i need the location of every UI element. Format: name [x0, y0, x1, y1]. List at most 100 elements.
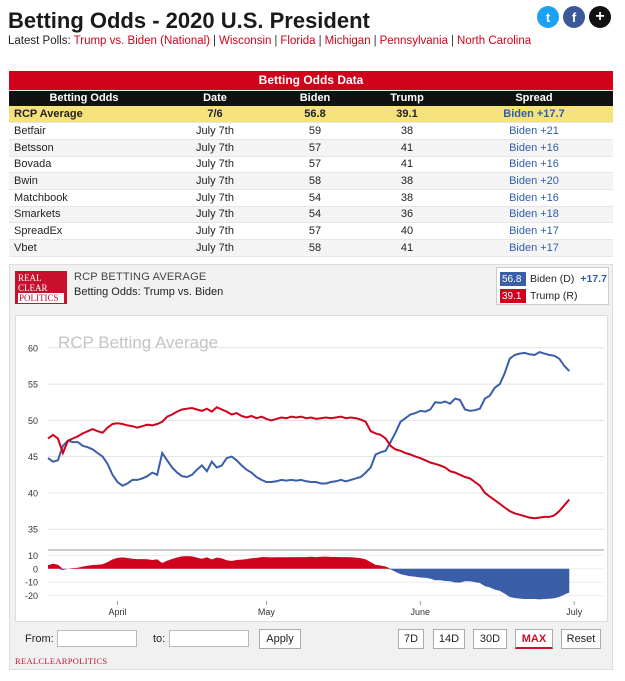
cell-spread: Biden +21 — [455, 122, 613, 140]
cell-date: July 7th — [159, 172, 271, 190]
y-tick-label: 45 — [28, 452, 38, 462]
cell-biden: 59 — [271, 122, 359, 140]
col-header-trump: Trump — [359, 90, 455, 106]
cell-trump: 41 — [359, 156, 455, 174]
poll-link-north-carolina[interactable]: North Carolina — [457, 35, 532, 47]
cell-trump: 36 — [359, 206, 455, 224]
facebook-icon[interactable]: f — [563, 6, 585, 28]
table-row: Smarkets July 7th 54 36 Biden +18 — [9, 206, 613, 224]
cell-biden: 58 — [271, 239, 359, 257]
cell-trump: 39.1 — [359, 106, 455, 124]
twitter-icon[interactable]: t — [537, 6, 559, 28]
cell-spread: Biden +16 — [455, 156, 613, 174]
table-row: Bwin July 7th 58 38 Biden +20 — [9, 172, 613, 190]
cell-biden: 54 — [271, 206, 359, 224]
chart-panel: REAL CLEAR POLITICS RCP BETTING AVERAGE … — [9, 264, 613, 670]
cell-date: July 7th — [159, 156, 271, 174]
chart-legend: 56.8 Biden (D) +17.7 39.1 Trump (R) — [496, 267, 609, 305]
cell-biden: 58 — [271, 172, 359, 190]
x-tick-label: May — [258, 607, 276, 617]
cell-biden: 57 — [271, 139, 359, 157]
chart-controls: From: to: Apply 7D 14D 30D MAX Reset — [15, 629, 608, 651]
cell-date: July 7th — [159, 189, 271, 207]
legend-value-biden: 56.8 — [500, 272, 526, 286]
cell-spread: Biden +16 — [455, 139, 613, 157]
x-tick-label: July — [566, 607, 583, 617]
spread-tick-label: -20 — [25, 591, 38, 601]
table-row: Matchbook July 7th 54 38 Biden +16 — [9, 189, 613, 207]
cell-source[interactable]: SpreadEx — [9, 222, 159, 240]
range-14d-button[interactable]: 14D — [433, 629, 465, 649]
cell-source[interactable]: Bwin — [9, 172, 159, 190]
table-row: Betsson July 7th 57 41 Biden +16 — [9, 139, 613, 157]
rcp-logo: REAL CLEAR POLITICS — [15, 271, 67, 304]
spread-area-biden — [48, 568, 570, 600]
cell-source[interactable]: Matchbook — [9, 189, 159, 207]
spread-area-trump — [48, 556, 570, 569]
cell-source[interactable]: Vbet — [9, 239, 159, 257]
cell-source[interactable]: Betfair — [9, 122, 159, 140]
chart-watermark: RCP Betting Average — [58, 333, 218, 352]
cell-trump: 41 — [359, 139, 455, 157]
cell-source[interactable]: Betsson — [9, 139, 159, 157]
poll-link-michigan[interactable]: Michigan — [324, 35, 371, 47]
cell-spread: Biden +17.7 — [455, 106, 613, 124]
range-max-button[interactable]: MAX — [515, 629, 553, 649]
cell-trump: 41 — [359, 239, 455, 257]
col-header-spread: Spread — [455, 90, 613, 106]
chart-subtitle: RCP BETTING AVERAGE — [74, 271, 207, 283]
plus-icon[interactable]: + — [589, 6, 611, 28]
cell-spread: Biden +17 — [455, 222, 613, 240]
page-title: Betting Odds - 2020 U.S. President — [8, 8, 370, 33]
from-date-input[interactable] — [57, 630, 137, 647]
spread-tick-label: -10 — [25, 578, 38, 588]
poll-link-wisconsin[interactable]: Wisconsin — [219, 35, 272, 47]
y-tick-label: 60 — [28, 343, 38, 353]
cell-source[interactable]: Bovada — [9, 156, 159, 174]
y-tick-label: 40 — [28, 488, 38, 498]
legend-row-biden: 56.8 Biden (D) +17.7 — [500, 272, 607, 286]
y-tick-label: 35 — [28, 525, 38, 535]
cell-date: July 7th — [159, 206, 271, 224]
cell-spread: Biden +17 — [455, 239, 613, 257]
cell-source[interactable]: Smarkets — [9, 206, 159, 224]
footer-brand: REALCLEARPOLITICS — [15, 656, 108, 666]
latest-polls-label: Latest Polls: — [8, 35, 71, 47]
poll-link-national[interactable]: Trump vs. Biden (National) — [73, 35, 210, 47]
x-tick-label: June — [411, 607, 431, 617]
chart-area[interactable]: 35 40 45 50 55 60 RCP Betting Average 10 0 -10 -20… — [15, 315, 608, 622]
cell-date: July 7th — [159, 122, 271, 140]
cell-date: July 7th — [159, 222, 271, 240]
col-header-source: Betting Odds — [9, 90, 159, 106]
biden-series-line — [47, 351, 571, 487]
cell-date: July 7th — [159, 239, 271, 257]
cell-source: RCP Average — [9, 106, 159, 124]
cell-trump: 38 — [359, 122, 455, 140]
range-30d-button[interactable]: 30D — [473, 629, 507, 649]
cell-biden: 57 — [271, 156, 359, 174]
poll-link-florida[interactable]: Florida — [280, 35, 316, 47]
reset-button[interactable]: Reset — [561, 629, 601, 649]
table-caption: Betting Odds Data — [9, 71, 613, 91]
cell-trump: 40 — [359, 222, 455, 240]
to-date-input[interactable] — [169, 630, 249, 647]
cell-spread: Biden +16 — [455, 189, 613, 207]
line-chart[interactable]: 35 40 45 50 55 60 RCP Betting Average 10 0 -10 -20… — [16, 316, 609, 623]
from-label: From: — [25, 633, 54, 645]
latest-polls-bar: Latest Polls: Trump vs. Biden (National)… — [8, 35, 532, 47]
table-row: Vbet July 7th 58 41 Biden +17 — [9, 239, 613, 257]
legend-value-trump: 39.1 — [500, 289, 526, 303]
page-header: Betting Odds - 2020 U.S. President Lates… — [8, 6, 617, 50]
cell-date: July 7th — [159, 139, 271, 157]
betting-odds-table: Betting Odds Data Betting Odds Date Bide… — [9, 71, 613, 257]
apply-button[interactable]: Apply — [259, 629, 301, 649]
col-header-date: Date — [159, 90, 271, 106]
legend-name-biden: Biden (D) — [530, 273, 575, 285]
cell-trump: 38 — [359, 189, 455, 207]
cell-spread: Biden +18 — [455, 206, 613, 224]
logo-line-3: POLITICS — [18, 293, 64, 303]
chart-title: Betting Odds: Trump vs. Biden — [74, 286, 224, 298]
poll-link-pennsylvania[interactable]: Pennsylvania — [379, 35, 448, 47]
range-7d-button[interactable]: 7D — [398, 629, 424, 649]
spread-tick-label: 0 — [33, 564, 38, 574]
